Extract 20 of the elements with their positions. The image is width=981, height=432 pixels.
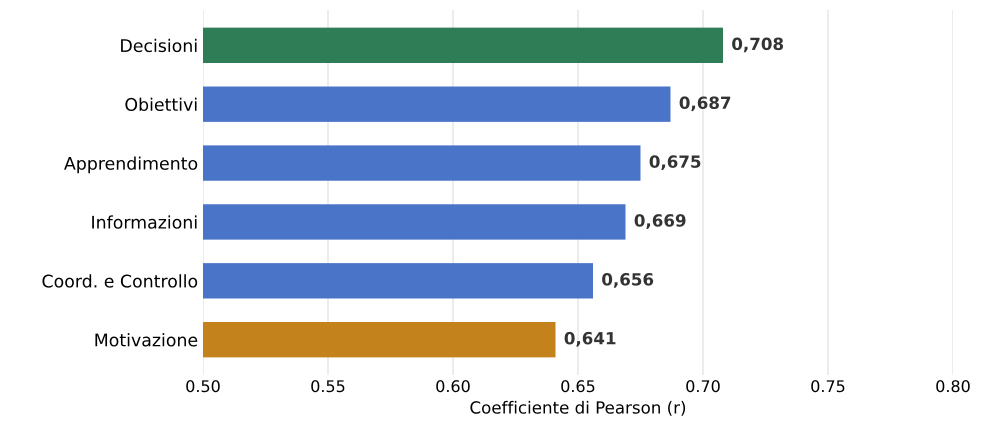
x-tick-label: 0.50 — [186, 380, 220, 392]
y-tick-label: Coord. e Controllo — [42, 274, 198, 288]
data-label: 0,656 — [602, 273, 654, 288]
y-tick-label: Informazioni — [92, 215, 197, 229]
x-tick-label: 0.55 — [311, 380, 344, 392]
x-tick-label: 0.75 — [811, 380, 844, 392]
y-tick-label: Obiettivi — [125, 98, 197, 112]
x-tick-label: 0.70 — [686, 380, 720, 392]
data-label: 0,641 — [564, 332, 616, 347]
data-label: 0,675 — [650, 155, 700, 170]
x-axis-title: Coefficiente di Pearson (r) — [470, 400, 686, 416]
data-label: 0,708 — [732, 38, 784, 52]
y-tick-label: Motivazione — [95, 333, 198, 347]
x-tick-label: 0.60 — [436, 380, 470, 392]
data-label: 0,669 — [634, 214, 686, 229]
data-label: 0,687 — [680, 96, 730, 112]
y-tick-label: Decisioni — [121, 38, 197, 52]
x-tick-label: 0.80 — [936, 380, 970, 392]
y-tick-label: Apprendimento — [64, 156, 198, 174]
x-tick-label: 0.65 — [561, 380, 594, 392]
